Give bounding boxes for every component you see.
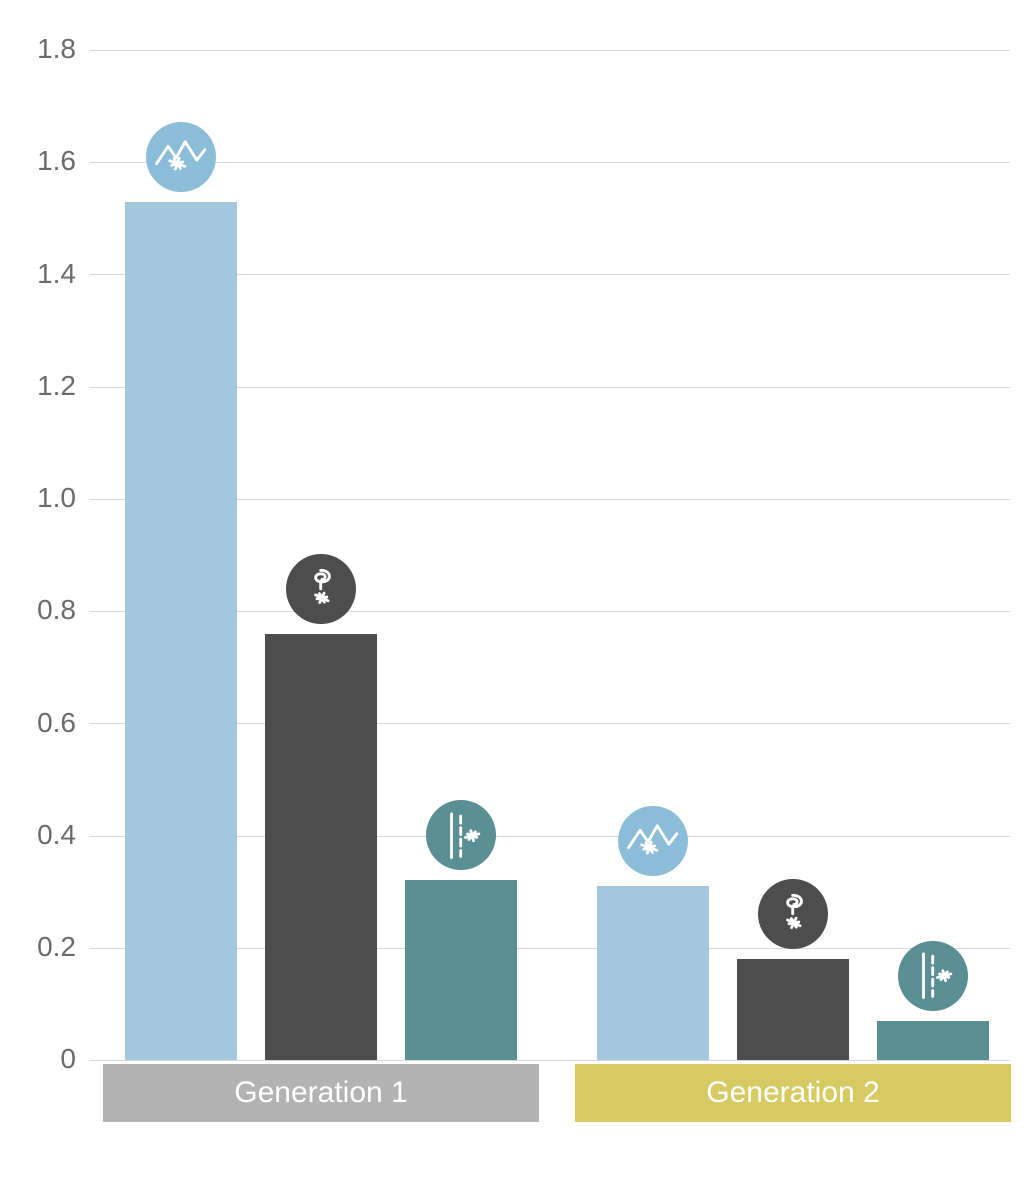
bar-chart: 0 0.2 0.4 0.6 0.8 1.0 1.2 1.4 1.6 1.8 Generation 1… — [0, 0, 1032, 1186]
runway-icon — [898, 941, 968, 1011]
terrain-icon — [146, 122, 216, 192]
ytick-label: 0.8 — [0, 594, 76, 626]
gridline — [90, 50, 1010, 51]
group-label-text: Generation 1 — [234, 1076, 407, 1110]
bar — [737, 959, 849, 1060]
bar — [405, 880, 517, 1060]
bar — [265, 634, 377, 1060]
ytick-label: 0.4 — [0, 819, 76, 851]
terrain-icon — [618, 806, 688, 876]
gridline — [90, 162, 1010, 163]
ytick-label: 0.6 — [0, 707, 76, 739]
ytick-label: 1.2 — [0, 370, 76, 402]
spiral-icon — [286, 554, 356, 624]
ytick-label: 1.4 — [0, 258, 76, 290]
group-label: Generation 2 — [575, 1064, 1011, 1122]
group-label-text: Generation 2 — [706, 1076, 879, 1110]
spiral-icon — [758, 879, 828, 949]
group-label: Generation 1 — [103, 1064, 539, 1122]
ytick-label: 0 — [0, 1043, 76, 1075]
bar — [877, 1021, 989, 1060]
bar — [125, 202, 237, 1061]
plot-area: 00.20.40.60.81.01.21.41.61.8Generation 1… — [90, 50, 1010, 1060]
ytick-label: 0.2 — [0, 931, 76, 963]
ytick-label: 1.0 — [0, 482, 76, 514]
bar — [597, 886, 709, 1060]
ytick-label: 1.8 — [0, 33, 76, 65]
gridline — [90, 1060, 1010, 1061]
runway-icon — [426, 800, 496, 870]
ytick-label: 1.6 — [0, 145, 76, 177]
